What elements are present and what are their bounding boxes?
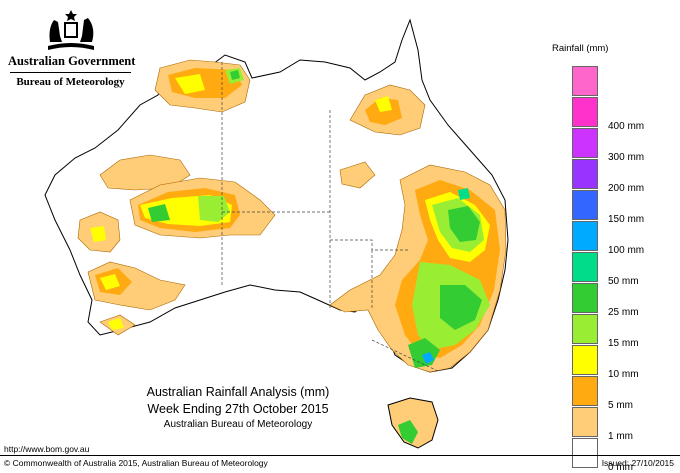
map-title-block: Australian Rainfall Analysis (mm) Week E… xyxy=(118,385,358,430)
legend-item: 1 mm xyxy=(572,407,680,442)
legend-item: 10 mm xyxy=(572,345,680,380)
legend-swatch xyxy=(572,190,598,220)
legend-item: 15 mm xyxy=(572,314,680,349)
legend-swatch xyxy=(572,407,598,437)
legend-item: 400 mm xyxy=(572,97,680,132)
legend-label: 400 mm xyxy=(608,121,645,132)
legend-swatch xyxy=(572,97,598,127)
legend-label: 5 mm xyxy=(608,400,633,411)
legend-item: 300 mm xyxy=(572,128,680,163)
rain-kimberley-1mm xyxy=(99,154,191,191)
legend-label: 1 mm xyxy=(608,431,633,442)
map-title: Australian Rainfall Analysis (mm) xyxy=(146,385,330,399)
legend-item: 150 mm xyxy=(572,190,680,225)
rain-east-25mm-b xyxy=(440,285,482,330)
legend-swatch xyxy=(572,221,598,251)
state-borders xyxy=(221,62,441,373)
legend-swatch xyxy=(572,438,598,468)
legend-label: 25 mm xyxy=(608,307,639,318)
rain-southwest-coast-yellow xyxy=(108,318,124,330)
rain-topend-10mm xyxy=(175,74,205,94)
map-source: Australian Bureau of Meteorology xyxy=(163,419,313,430)
bureau-name: Bureau of Meteorology xyxy=(16,76,125,88)
coat-of-arms-icon xyxy=(47,10,94,50)
legend-item: 25 mm xyxy=(572,283,680,318)
rain-capeyork-10mm xyxy=(375,96,392,112)
legend-swatch xyxy=(572,314,598,344)
tasmania-rain-green xyxy=(398,420,418,444)
government-name: Australian Government xyxy=(8,54,136,68)
legend-item: 100 mm xyxy=(572,221,680,256)
legend-swatch xyxy=(572,159,598,189)
legend-item: 200 mm xyxy=(572,159,680,194)
legend-item: 50 mm xyxy=(572,252,680,287)
rain-southwest-10mm xyxy=(100,274,120,290)
website-link[interactable]: http://www.bom.gov.au xyxy=(4,444,90,454)
legend-item xyxy=(572,66,680,97)
rain-east-50mm xyxy=(458,188,470,200)
map-period: Week Ending 27th October 2015 xyxy=(147,402,329,416)
legend-label: 200 mm xyxy=(608,183,645,194)
tasmania-outline xyxy=(387,397,439,449)
issued-date: Issued: 27/10/2015 xyxy=(601,458,674,468)
legend-swatch xyxy=(572,345,598,375)
legend-title: Rainfall (mm) xyxy=(552,43,609,54)
legend-label: 100 mm xyxy=(608,245,645,256)
rain-central-25mm-a xyxy=(148,204,170,222)
legend-label: 15 mm xyxy=(608,338,639,349)
legend-item: 5 mm xyxy=(572,376,680,411)
legend-swatch xyxy=(572,128,598,158)
bom-logo: Australian Government Bureau of Meteorol… xyxy=(8,8,136,98)
copyright-text: © Commonwealth of Australia 2015, Austra… xyxy=(4,458,268,468)
footer-divider xyxy=(0,455,680,456)
legend-label: 10 mm xyxy=(608,369,639,380)
logo-divider xyxy=(10,72,131,73)
legend-swatch xyxy=(572,376,598,406)
rain-topend-25mm xyxy=(230,70,240,80)
legend: 400 mm 300 mm 200 mm 150 mm 100 mm 50 mm 25 mm… xyxy=(572,66,680,473)
legend-swatch xyxy=(572,66,598,96)
rain-capeyork-5mm xyxy=(365,98,402,125)
legend-swatch xyxy=(572,283,598,313)
legend-label: 300 mm xyxy=(608,152,645,163)
legend-label: 50 mm xyxy=(608,276,639,287)
legend-swatch xyxy=(572,252,598,282)
rain-east-25mm-a xyxy=(448,206,480,242)
rain-west-10mm xyxy=(90,226,106,242)
rain-southeast-50mm xyxy=(422,352,434,364)
rain-queensland-patch xyxy=(339,161,376,189)
legend-label: 150 mm xyxy=(608,214,645,225)
